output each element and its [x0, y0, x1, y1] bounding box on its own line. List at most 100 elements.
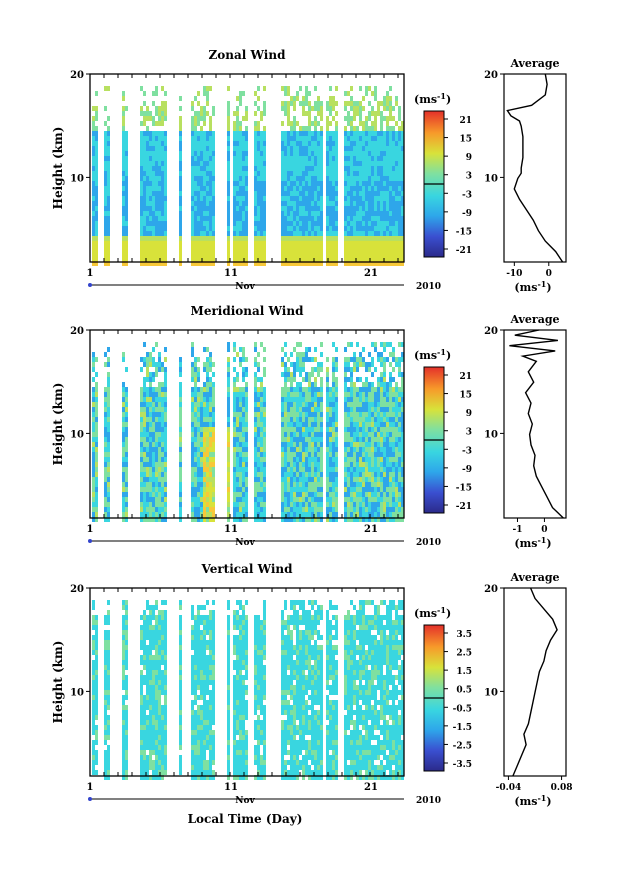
heatmap-cell [284, 422, 287, 427]
heatmap-cell [290, 377, 293, 382]
heatmap-cell [245, 462, 248, 467]
heatmap-cell [350, 387, 353, 392]
heatmap-cell [398, 517, 401, 522]
heatmap-cell [236, 236, 239, 241]
heatmap-cell [332, 241, 335, 246]
heatmap-cell [260, 422, 263, 427]
heatmap-cell [155, 412, 158, 417]
heatmap-cell [197, 171, 200, 176]
heatmap-cell [290, 251, 293, 256]
heatmap-cell [332, 447, 335, 452]
heatmap-cell [302, 492, 305, 497]
heatmap-cell [263, 472, 266, 477]
heatmap-cell [308, 101, 311, 106]
heatmap-cell [206, 176, 209, 181]
heatmap-cell [164, 226, 167, 231]
heatmap-cell [287, 151, 290, 156]
heatmap-cell [287, 156, 290, 161]
heatmap-cell [383, 457, 386, 462]
heatmap-cell [380, 166, 383, 171]
heatmap-cell [329, 387, 332, 392]
heatmap-cell [359, 392, 362, 397]
heatmap-cell [245, 397, 248, 402]
heatmap-cell [299, 146, 302, 151]
heatmap-cell [233, 206, 236, 211]
heatmap-cell [104, 640, 107, 645]
heatmap-cell [143, 241, 146, 246]
heatmap-cell [314, 121, 317, 126]
heatmap-cell [227, 111, 230, 116]
heatmap-cell [296, 417, 299, 422]
heatmap-cell [245, 387, 248, 392]
heatmap-cell [263, 402, 266, 407]
heatmap-cell [290, 372, 293, 377]
heatmap-cell [371, 437, 374, 442]
heatmap-cell [206, 387, 209, 392]
heatmap-cell [329, 442, 332, 447]
heatmap-cell [125, 725, 128, 730]
heatmap-cell [209, 402, 212, 407]
heatmap-cell [143, 487, 146, 492]
heatmap-cell [311, 191, 314, 196]
heatmap-cell [332, 422, 335, 427]
heatmap-cell [377, 447, 380, 452]
heatmap-cell [200, 141, 203, 146]
heatmap-cell [377, 492, 380, 497]
heatmap-cell [392, 211, 395, 216]
heatmap-cell [263, 171, 266, 176]
heatmap-cell [350, 156, 353, 161]
heatmap-cell [356, 497, 359, 502]
heatmap-cell [206, 156, 209, 161]
heatmap-cell [122, 231, 125, 236]
heatmap-cell [158, 111, 161, 116]
heatmap-cell [254, 502, 257, 507]
heatmap-cell [254, 176, 257, 181]
heatmap-cell [380, 236, 383, 241]
heatmap-cell [308, 251, 311, 256]
heatmap-cell [152, 186, 155, 191]
heatmap-cell [317, 251, 320, 256]
heatmap-cell [146, 407, 149, 412]
heatmap-cell [377, 392, 380, 397]
heatmap-cell [104, 397, 107, 402]
heatmap-cell [386, 141, 389, 146]
heatmap-cell [125, 512, 128, 517]
heatmap-cell [161, 477, 164, 482]
heatmap-cell [179, 447, 182, 452]
heatmap-cell [383, 116, 386, 121]
heatmap-cell [149, 422, 152, 427]
heatmap-cell [149, 357, 152, 362]
heatmap-cell [296, 427, 299, 432]
heatmap-cell [293, 397, 296, 402]
heatmap-cell [95, 226, 98, 231]
heatmap-cell [146, 146, 149, 151]
heatmap-cell [227, 402, 230, 407]
heatmap-cell [317, 482, 320, 487]
heatmap-cell [305, 126, 308, 131]
heatmap-cell [314, 216, 317, 221]
heatmap-cell [392, 492, 395, 497]
heatmap-cell [260, 472, 263, 477]
heatmap-cell [356, 457, 359, 462]
heatmap-cell [317, 437, 320, 442]
heatmap-cell [203, 251, 206, 256]
heatmap-cell [152, 171, 155, 176]
heatmap-cell [104, 735, 107, 740]
heatmap-field [92, 600, 404, 780]
heatmap-cell [194, 186, 197, 191]
heatmap-cell [290, 412, 293, 417]
heatmap-cell [254, 111, 257, 116]
heatmap-cell [293, 502, 296, 507]
heatmap-cell [329, 196, 332, 201]
heatmap-cell [95, 705, 98, 710]
heatmap-cell [245, 442, 248, 447]
heatmap-cell [293, 236, 296, 241]
heatmap-cell [356, 211, 359, 216]
heatmap-cell [194, 121, 197, 126]
heatmap-cell [125, 610, 128, 615]
heatmap-cell [203, 241, 206, 246]
heatmap-cell [395, 176, 398, 181]
heatmap-cell [362, 226, 365, 231]
heatmap-cell [236, 467, 239, 472]
heatmap-cell [254, 392, 257, 397]
